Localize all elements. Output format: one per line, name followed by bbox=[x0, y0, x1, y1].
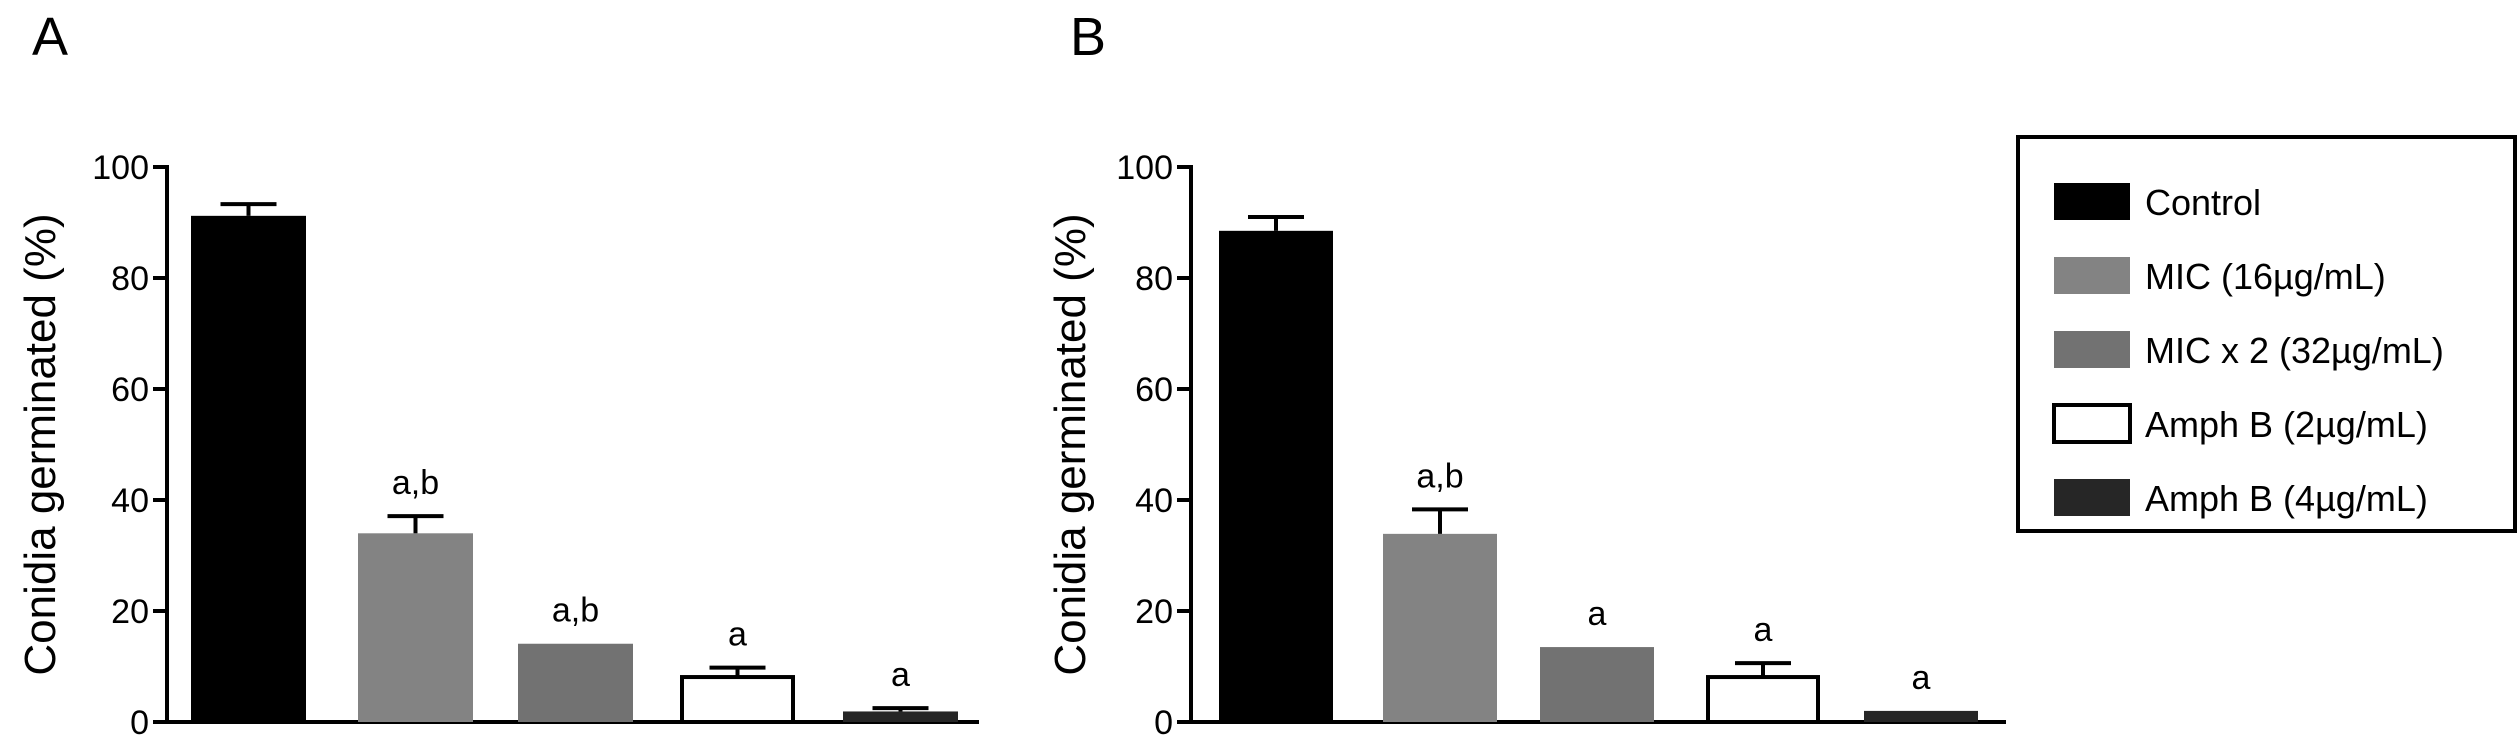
bar-3 bbox=[518, 643, 633, 722]
y-tick-label: 100 bbox=[1116, 149, 1173, 187]
bar-3 bbox=[1540, 647, 1654, 722]
legend-label: Amph B (2µg/mL) bbox=[2145, 404, 2428, 445]
significance-label: a,b bbox=[1416, 457, 1463, 495]
legend: Control MIC (16µg/mL) MIC x 2 (32µg/mL) Amp… bbox=[2016, 135, 2517, 533]
legend-label: MIC x 2 (32µg/mL) bbox=[2145, 330, 2444, 371]
y-tick-label: 80 bbox=[111, 260, 149, 298]
legend-swatch bbox=[2054, 331, 2130, 368]
bar-5 bbox=[843, 711, 958, 722]
bar-4 bbox=[1706, 675, 1820, 724]
y-tick-label: 20 bbox=[1135, 593, 1173, 631]
y-tick-label: 80 bbox=[1135, 260, 1173, 298]
y-axis-label: Conidia germinated (%) bbox=[16, 213, 65, 675]
y-tick-label: 60 bbox=[111, 371, 149, 409]
y-tick-label: 100 bbox=[92, 149, 149, 187]
significance-label: a bbox=[1754, 611, 1773, 649]
y-axis-label: Conidia germinated (%) bbox=[1046, 213, 1095, 675]
legend-label: Control bbox=[2145, 182, 2261, 223]
panel-a: A Conidia germinated (%) 0 20 40 60 80 100 a,b a,… bbox=[16, 7, 979, 742]
y-tick-label: 0 bbox=[1154, 704, 1173, 742]
bar-2 bbox=[358, 533, 473, 722]
significance-label: a bbox=[728, 616, 747, 654]
bar-5 bbox=[1864, 710, 1978, 722]
legend-swatch bbox=[2052, 403, 2132, 444]
panel-label: B bbox=[1070, 7, 1106, 67]
panel-label: A bbox=[32, 7, 68, 67]
legend-label: Amph B (4µg/mL) bbox=[2145, 478, 2428, 519]
y-tick-label: 40 bbox=[1135, 482, 1173, 520]
panel-b: B Conidia germinated (%) 0 20 40 60 80 100 a,b a a… bbox=[1046, 7, 2006, 742]
significance-label: a bbox=[891, 656, 910, 694]
bar-4 bbox=[680, 675, 795, 724]
legend-swatch bbox=[2054, 257, 2130, 294]
bar-1 bbox=[1219, 230, 1333, 722]
significance-label: a bbox=[1912, 659, 1931, 697]
bar-2 bbox=[1383, 533, 1497, 722]
bar-1 bbox=[191, 215, 306, 722]
y-tick-label: 40 bbox=[111, 482, 149, 520]
legend-label: MIC (16µg/mL) bbox=[2145, 256, 2386, 297]
y-tick-label: 0 bbox=[130, 704, 149, 742]
significance-label: a,b bbox=[552, 592, 599, 630]
y-tick-label: 20 bbox=[111, 593, 149, 631]
legend-swatch bbox=[2054, 183, 2130, 220]
significance-label: a,b bbox=[392, 464, 439, 502]
significance-label: a bbox=[1588, 595, 1607, 633]
legend-swatch bbox=[2054, 479, 2130, 516]
y-tick-label: 60 bbox=[1135, 371, 1173, 409]
